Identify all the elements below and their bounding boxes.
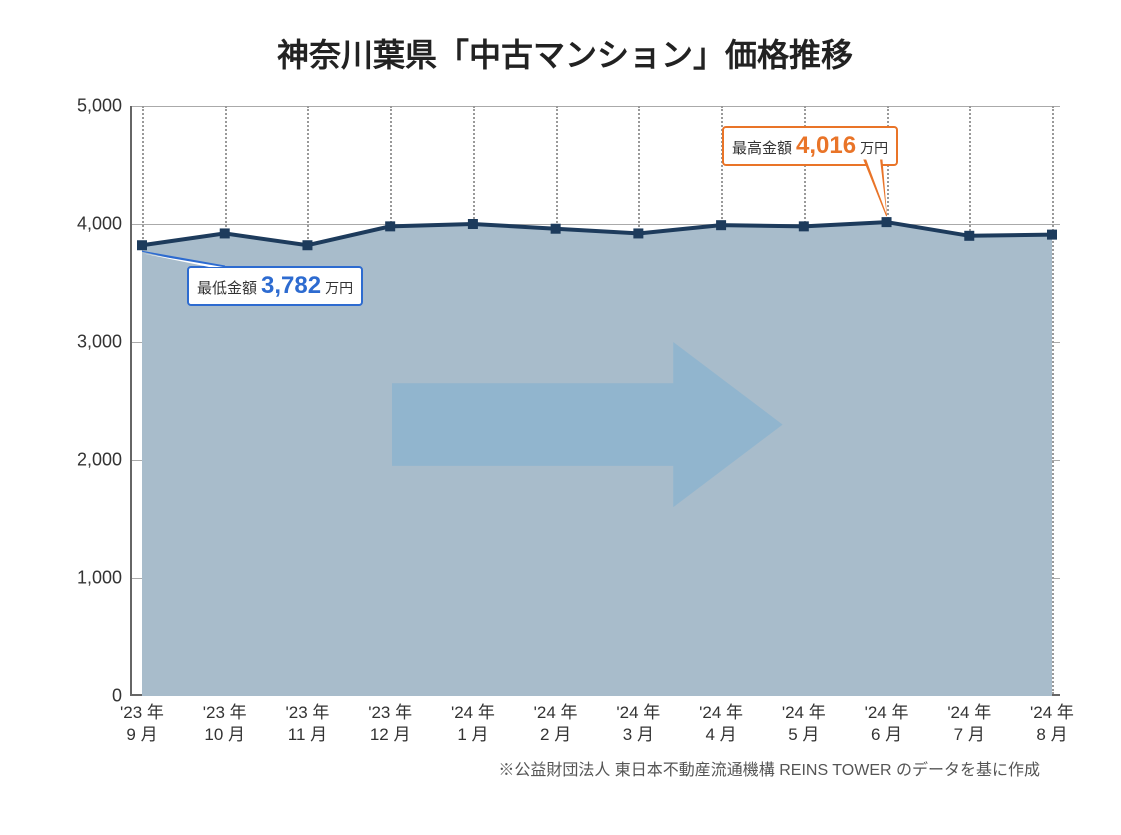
- x-axis-tick: '24 年1 月: [433, 702, 513, 746]
- x-axis-tick: '24 年5 月: [764, 702, 844, 746]
- callout-unit: 万円: [325, 278, 353, 298]
- data-marker: [220, 228, 230, 238]
- x-axis-tick: '23 年12 月: [350, 702, 430, 746]
- data-marker: [882, 217, 892, 227]
- data-marker: [551, 224, 561, 234]
- x-axis-tick: '24 年7 月: [929, 702, 1009, 746]
- data-marker: [302, 240, 312, 250]
- x-axis-tick: '24 年4 月: [681, 702, 761, 746]
- x-axis-tick: '24 年3 月: [598, 702, 678, 746]
- data-marker: [716, 220, 726, 230]
- x-axis-tick: '23 年11 月: [267, 702, 347, 746]
- y-axis-tick: 2,000: [62, 450, 122, 471]
- x-axis-tick: '23 年10 月: [185, 702, 265, 746]
- x-axis-tick: '23 年9 月: [102, 702, 182, 746]
- callout-min: 最低金額3,782万円: [187, 266, 363, 306]
- callout-max: 最高金額4,016万円: [722, 126, 898, 166]
- chart-footnote: ※公益財団法人 東日本不動産流通機構 REINS TOWER のデータを基に作成: [498, 756, 1040, 780]
- chart-title: 神奈川葉県「中古マンション」価格推移: [60, 30, 1070, 76]
- data-marker: [468, 219, 478, 229]
- x-axis-tick: '24 年8 月: [1012, 702, 1092, 746]
- x-axis-tick: '24 年6 月: [847, 702, 927, 746]
- data-marker: [633, 228, 643, 238]
- y-axis-tick: 1,000: [62, 568, 122, 589]
- y-axis-tick: 3,000: [62, 332, 122, 353]
- x-axis-tick: '24 年2 月: [516, 702, 596, 746]
- callout-unit: 万円: [860, 138, 888, 158]
- plot-area: 01,0002,0003,0004,0005,000'23 年9 月'23 年1…: [130, 106, 1060, 696]
- data-marker: [964, 231, 974, 241]
- callout-label: 最高金額: [732, 137, 792, 158]
- y-axis-tick: 5,000: [62, 96, 122, 117]
- data-marker: [799, 221, 809, 231]
- data-marker: [1047, 230, 1057, 240]
- chart-line-svg: [132, 106, 1062, 696]
- callout-value: 4,016: [796, 132, 856, 160]
- data-line: [142, 222, 1052, 245]
- data-marker: [137, 240, 147, 250]
- callout-label: 最低金額: [197, 277, 257, 298]
- data-marker: [385, 221, 395, 231]
- callout-value: 3,782: [261, 272, 321, 300]
- y-axis-tick: 4,000: [62, 214, 122, 235]
- chart-container: 神奈川葉県「中古マンション」価格推移 01,0002,0003,0004,000…: [60, 30, 1070, 810]
